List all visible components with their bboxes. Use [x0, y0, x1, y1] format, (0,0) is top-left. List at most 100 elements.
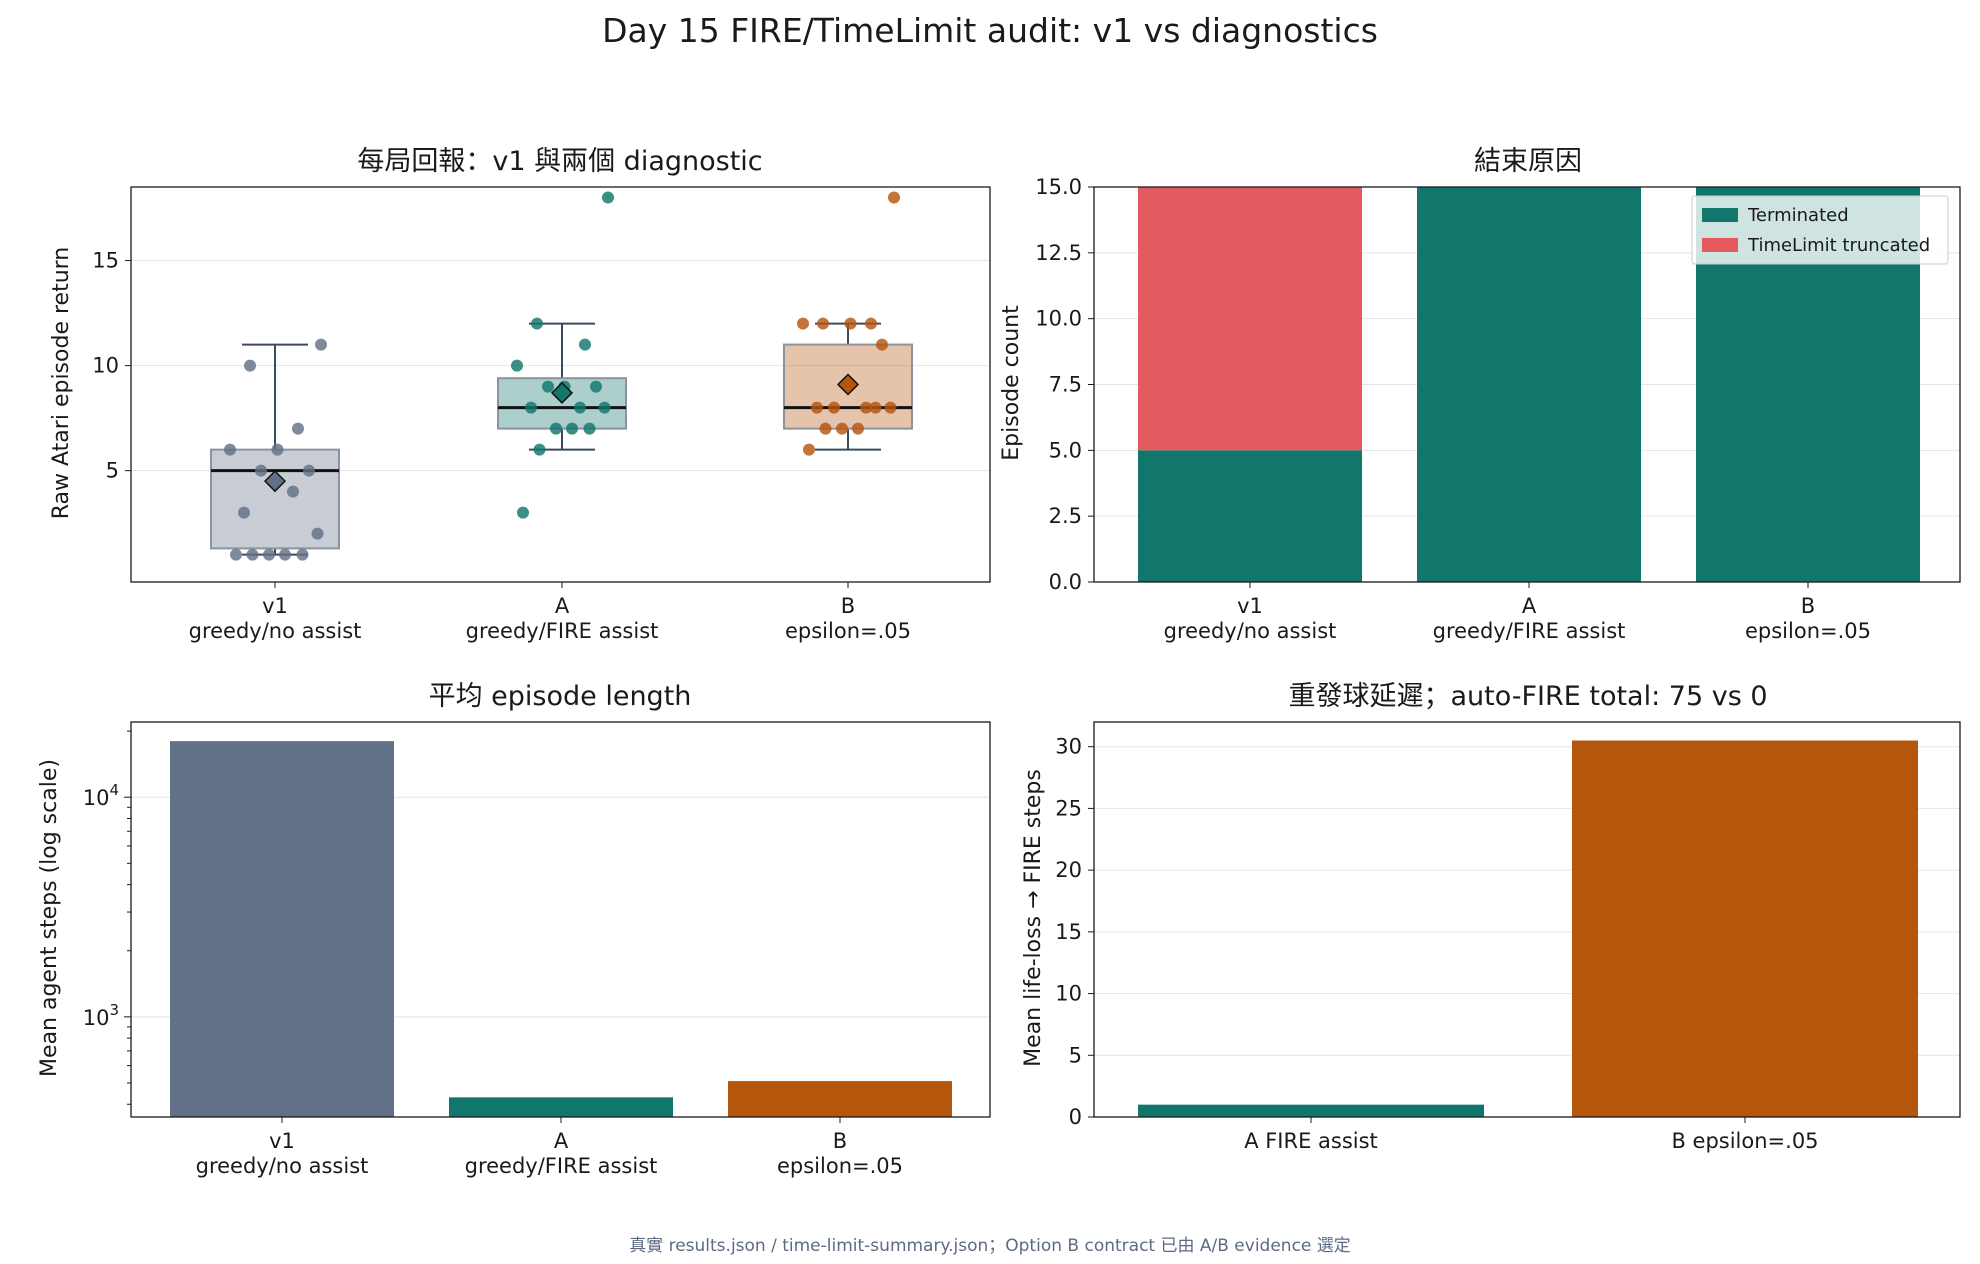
point-v1-3 [279, 548, 291, 561]
point-B-4 [869, 401, 882, 414]
ylabel-end-reason: Episode count [999, 305, 1024, 461]
point-A-1 [533, 443, 546, 456]
panel-title-episode-length: 平均 episode length [429, 681, 692, 712]
xtick-label-B-line-2: epsilon=.05 [785, 619, 911, 643]
point-A-13 [531, 317, 543, 330]
panel-episode-length-bar: 平均 episode length Mean agent steps (log … [37, 681, 991, 1178]
ytick-label-3: 15 [1055, 920, 1082, 944]
xtick-label-1-line-1: B epsilon=.05 [1671, 1129, 1818, 1153]
panel-title-end-reason: 結束原因 [1474, 146, 1582, 177]
point-v1-2 [263, 548, 275, 561]
point-v1-7 [287, 485, 299, 498]
xtick-label-0-line-2: greedy/no assist [1164, 619, 1337, 643]
ytick-label-6: 15.0 [1035, 175, 1082, 199]
point-A-4 [583, 422, 596, 435]
bar-terminated-1 [1417, 187, 1641, 582]
point-B-14 [888, 191, 900, 204]
point-v1-4 [296, 548, 309, 561]
panel-title-refire-delay: 重發球延遲；auto-FIRE total: 75 vs 0 [1288, 681, 1767, 712]
point-B-12 [865, 317, 877, 330]
legend-swatch-1 [1702, 238, 1738, 252]
point-B-1 [819, 422, 832, 435]
point-v1-14 [315, 338, 327, 351]
xtick-label-1-line-1: A [1522, 594, 1537, 618]
legend-swatch-0 [1702, 208, 1738, 222]
point-v1-1 [246, 548, 259, 561]
point-A-7 [574, 401, 586, 414]
ylabel-refire-delay: Mean life-loss → FIRE steps [1021, 769, 1046, 1067]
point-A-3 [566, 422, 578, 435]
bar-episode-length-1 [449, 1097, 673, 1117]
footer-note: 真實 results.json / time-limit-summary.jso… [629, 1236, 1351, 1256]
point-B-8 [828, 401, 840, 414]
panel-end-reason-stacked-bar: 結束原因 Episode count 0.0 2.5 5.0 7.5 10.0 12.5 1… [999, 146, 1961, 643]
point-v1-10 [271, 443, 284, 456]
xtick-label-B-line-1: B [841, 594, 855, 618]
figure-title: Day 15 FIRE/TimeLimit audit: v1 vs diagn… [602, 11, 1378, 50]
ytick-label-4: 10.0 [1035, 307, 1082, 331]
ytick-label-2: 10 [1055, 982, 1082, 1006]
ytick-label-2: 15 [92, 249, 119, 273]
bar-timelimit-truncated-0 [1138, 187, 1362, 451]
ytick-label-4: 20 [1055, 858, 1082, 882]
mean-marker-B [836, 373, 860, 396]
point-v1-8 [255, 464, 267, 477]
ytick-label-0: 5 [106, 459, 119, 483]
point-B-0 [803, 443, 815, 456]
panel-refire-delay-bar: 重發球延遲；auto-FIRE total: 75 vs 0 Mean life… [1021, 681, 1961, 1153]
ytick-label-2: 5.0 [1049, 438, 1082, 462]
panel-title-returns: 每局回報：v1 與兩個 diagnostic [357, 146, 762, 177]
axes-frame-episode-length [130, 721, 991, 1118]
point-B-13 [817, 317, 829, 330]
point-v1-9 [303, 464, 315, 477]
panel-returns-boxplot: 每局回報：v1 與兩個 diagnostic Raw Atari episode… [49, 146, 991, 643]
xtick-label-2-line-2: epsilon=.05 [777, 1154, 903, 1178]
ytick-label-1: 10 [92, 354, 119, 378]
mean-marker-v1 [263, 470, 287, 493]
point-v1-5 [311, 527, 324, 540]
ytick-label-0: 0 [1069, 1105, 1082, 1129]
ytick-label-1: 2.5 [1049, 504, 1082, 528]
point-B-10 [844, 317, 857, 330]
axes-frame-returns [130, 186, 991, 583]
ytick-label-0: 0.0 [1049, 570, 1082, 594]
point-A-0 [517, 506, 529, 519]
bar-refire-delay-0 [1138, 1104, 1484, 1117]
ytick-label-5: 25 [1055, 796, 1082, 820]
ytick-label-5: 12.5 [1035, 241, 1082, 265]
xtick-label-v1-line-1: v1 [262, 594, 288, 618]
xtick-label-v1-line-2: greedy/no assist [189, 619, 362, 643]
xtick-label-0-line-1: v1 [269, 1129, 295, 1153]
xtick-label-2-line-1: B [1801, 594, 1815, 618]
point-A-5 [598, 401, 611, 414]
point-B-11 [797, 317, 809, 330]
point-v1-0 [230, 548, 242, 561]
ytick-label-1: 5 [1069, 1043, 1082, 1067]
xtick-label-0-line-1: A FIRE assist [1244, 1129, 1378, 1153]
ylabel-episode-length: Mean agent steps (log scale) [37, 759, 62, 1077]
xtick-label-1-line-2: greedy/FIRE assist [465, 1154, 658, 1178]
xtick-label-1-line-2: greedy/FIRE assist [1433, 619, 1626, 643]
xtick-label-A-line-1: A [555, 594, 570, 618]
point-B-9 [876, 338, 888, 351]
ylabel-returns: Raw Atari episode return [49, 247, 74, 520]
point-v1-13 [244, 359, 256, 372]
ytick-label-3: 7.5 [1049, 373, 1082, 397]
point-A-2 [550, 422, 562, 435]
point-A-6 [525, 401, 537, 414]
point-v1-12 [292, 422, 304, 435]
point-B-5 [884, 401, 897, 414]
xtick-label-1-line-1: A [554, 1129, 569, 1153]
xtick-label-A-line-2: greedy/FIRE assist [466, 619, 659, 643]
axes-frame-refire-delay [1093, 721, 1961, 1118]
ytick-label-6: 30 [1055, 735, 1082, 759]
axes-frame-end-reason [1093, 186, 1961, 583]
xtick-label-2-line-1: B [833, 1129, 847, 1153]
ytick-label-0: 103 [83, 1001, 119, 1030]
point-B-2 [836, 422, 848, 435]
bar-episode-length-0 [170, 741, 394, 1117]
point-B-7 [860, 401, 872, 414]
legend-label-0: Terminated [1747, 205, 1849, 226]
